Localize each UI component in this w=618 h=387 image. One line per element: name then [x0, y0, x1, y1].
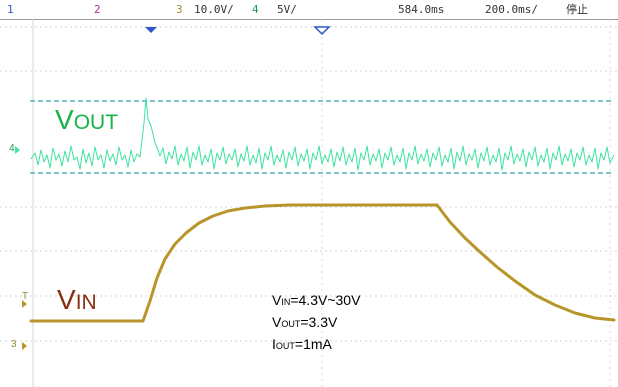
ch2-indicator[interactable]: 2 [94, 3, 101, 16]
ch3-scale[interactable]: 10.0V/ [194, 3, 234, 16]
ch4-indicator[interactable]: 4 [252, 3, 259, 16]
test-conditions-note: VIN=4.3V~30V VOUT=3.3V IOUT=1mA [272, 290, 360, 356]
ch3-indicator[interactable]: 3 [176, 3, 183, 16]
time-scale-readout[interactable]: 200.0ms/ [485, 3, 538, 16]
status-bar: 1 2 3 10.0V/ 4 5V/ 584.0ms 200.0ms/ 停止 [0, 0, 618, 20]
vout-label-main: V [55, 104, 74, 135]
run-stop-status[interactable]: 停止 [566, 3, 588, 16]
vout-trace [30, 97, 615, 171]
vin-condition: VIN=4.3V~30V [272, 292, 361, 308]
vout-condition: VOUT=3.3V [272, 314, 338, 330]
vin-label-main: V [57, 284, 76, 315]
ch4-scale[interactable]: 5V/ [277, 3, 297, 16]
ch4-ground-label: 4 [9, 143, 15, 154]
trigger-level-label: T [22, 291, 29, 302]
vout-trace-label: VOUT [55, 104, 118, 136]
channel-ground-markers[interactable] [15, 146, 27, 350]
vin-label-sub: IN [75, 291, 97, 314]
trigger-position-markers[interactable] [145, 26, 331, 36]
waveform-canvas [0, 19, 618, 387]
iout-condition: IOUT=1mA [272, 336, 332, 352]
measurement-cursors[interactable] [30, 100, 614, 174]
time-position-readout[interactable]: 584.0ms [398, 3, 445, 16]
graticule [0, 19, 618, 387]
ch3-ground-label: 3 [11, 339, 17, 350]
vin-trace-label: VIN [57, 284, 97, 316]
vout-label-sub: OUT [73, 111, 119, 134]
waveform-display: 4 T 3 VOUT VIN VIN=4.3V~30V VOUT=3.3V IO… [0, 19, 618, 387]
vin-trace [29, 203, 616, 323]
ch1-indicator[interactable]: 1 [7, 3, 14, 16]
